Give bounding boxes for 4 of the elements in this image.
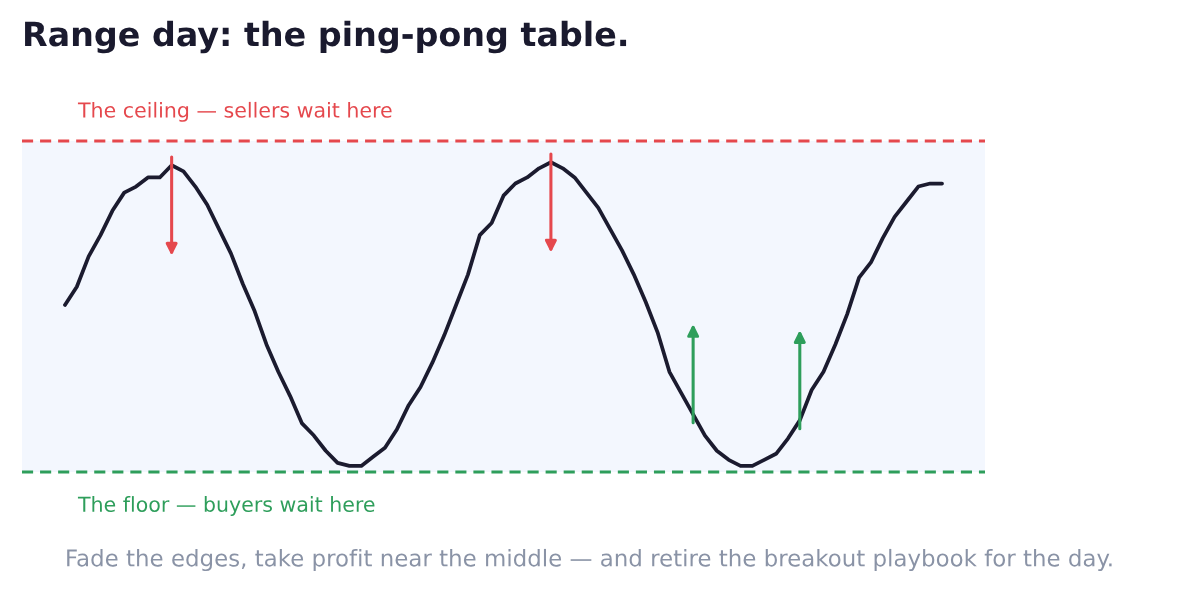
text: Fade the edges, take profit near the middle — and retire the breakout playbook for the day.	[67, 548, 1112, 572]
ref-line-label: The floor — buyers wait here	[77, 496, 375, 516]
chart-title: Range day: the ping-pong table.	[25, 20, 627, 54]
ref-line-label: The ceiling — sellers wait here	[77, 101, 392, 122]
